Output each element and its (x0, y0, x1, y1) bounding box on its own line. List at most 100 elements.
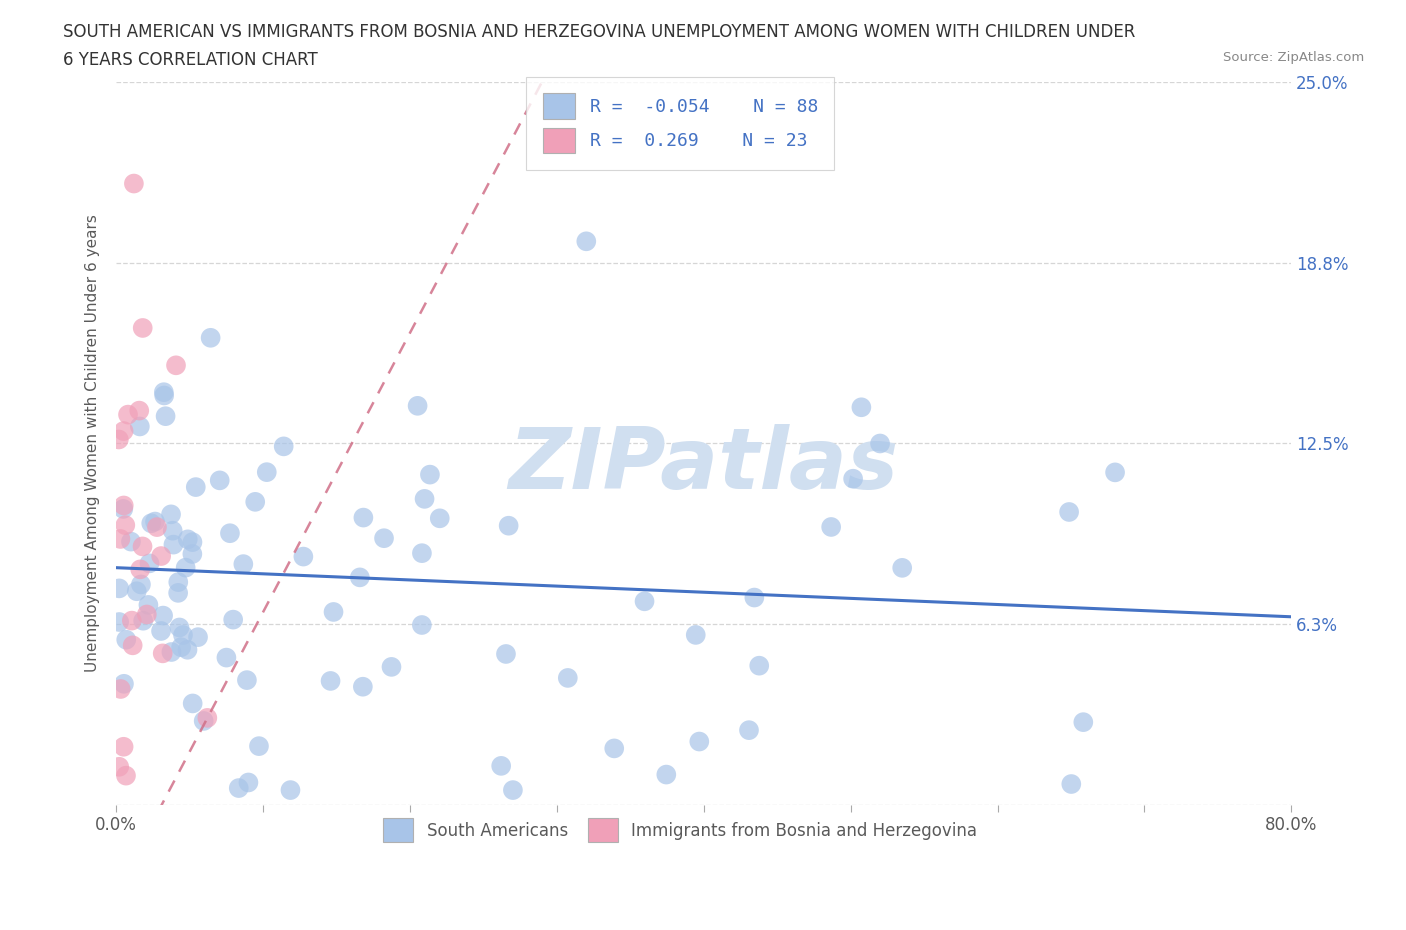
Point (869, 436, 891, 451)
Point (187, 630, 209, 644)
Point (495, 646, 517, 661)
Point (489, 759, 512, 774)
Y-axis label: Unemployment Among Women with Children Under 6 years: Unemployment Among Women with Children U… (86, 215, 100, 672)
Point (112, 498, 135, 513)
Point (120, 534, 142, 549)
Point (1104, 465, 1126, 480)
Point (200, 330, 222, 345)
Point (169, 620, 191, 635)
Point (110, 532, 132, 547)
Point (141, 516, 163, 531)
Point (236, 672, 259, 687)
Point (245, 495, 267, 510)
Point (112, 423, 135, 438)
Point (153, 388, 176, 403)
Text: 6 YEARS CORRELATION CHART: 6 YEARS CORRELATION CHART (63, 51, 318, 69)
Point (112, 501, 135, 516)
Point (115, 632, 138, 647)
Point (143, 514, 166, 529)
Point (132, 613, 155, 628)
Point (228, 780, 250, 795)
Point (411, 618, 433, 632)
Point (1057, 505, 1080, 520)
Point (247, 738, 270, 753)
Point (842, 472, 865, 486)
Point (162, 524, 184, 538)
Point (181, 547, 204, 562)
Point (121, 638, 143, 653)
Point (132, 321, 155, 336)
Point (108, 432, 131, 447)
Point (349, 570, 371, 585)
Point (891, 561, 914, 576)
Point (162, 538, 184, 552)
Point (129, 562, 152, 577)
Point (748, 658, 770, 673)
Point (273, 439, 295, 454)
Point (167, 575, 190, 590)
Point (181, 696, 204, 711)
Point (219, 525, 242, 540)
Point (110, 682, 132, 697)
Point (655, 767, 678, 782)
Point (685, 628, 707, 643)
Point (633, 594, 655, 609)
Point (155, 409, 177, 424)
Text: Source: ZipAtlas.com: Source: ZipAtlas.com (1223, 51, 1364, 64)
Point (160, 507, 183, 522)
Point (121, 613, 143, 628)
Point (1060, 777, 1083, 791)
Point (1071, 715, 1094, 730)
Point (117, 407, 139, 422)
Point (152, 608, 174, 623)
Point (170, 640, 193, 655)
Point (411, 546, 433, 561)
Point (112, 739, 135, 754)
Point (150, 549, 173, 564)
Point (280, 783, 302, 798)
Point (352, 679, 374, 694)
Point (322, 604, 344, 619)
Point (160, 644, 183, 659)
Point (152, 646, 174, 661)
Point (129, 577, 152, 591)
Point (238, 775, 260, 790)
Point (108, 759, 131, 774)
Point (153, 385, 176, 400)
Point (108, 581, 131, 596)
Point (557, 671, 579, 685)
Legend: South Americans, Immigrants from Bosnia and Herzegovina: South Americans, Immigrants from Bosnia … (375, 810, 986, 850)
Point (744, 591, 766, 605)
Point (176, 643, 198, 658)
Point (603, 741, 626, 756)
Point (135, 607, 157, 622)
Text: SOUTH AMERICAN VS IMMIGRANTS FROM BOSNIA AND HERZEGOVINA UNEMPLOYMENT AMONG WOME: SOUTH AMERICAN VS IMMIGRANTS FROM BOSNIA… (63, 23, 1136, 41)
Point (256, 465, 278, 480)
Point (380, 659, 402, 674)
Point (232, 557, 254, 572)
Point (222, 612, 245, 627)
Point (373, 531, 395, 546)
Point (851, 400, 873, 415)
Point (128, 419, 150, 434)
Point (146, 520, 169, 535)
Point (498, 518, 520, 533)
Point (688, 734, 710, 749)
Point (128, 404, 150, 418)
Point (429, 511, 451, 525)
Point (138, 597, 160, 612)
Point (177, 532, 200, 547)
Point (108, 615, 131, 630)
Point (820, 520, 842, 535)
Point (502, 783, 524, 798)
Point (193, 713, 215, 728)
Point (115, 768, 138, 783)
Point (406, 398, 429, 413)
Point (181, 535, 204, 550)
Point (150, 623, 173, 638)
Point (215, 650, 238, 665)
Point (413, 491, 436, 506)
Point (174, 560, 197, 575)
Text: ZIPatlas: ZIPatlas (509, 424, 898, 507)
Point (738, 723, 761, 737)
